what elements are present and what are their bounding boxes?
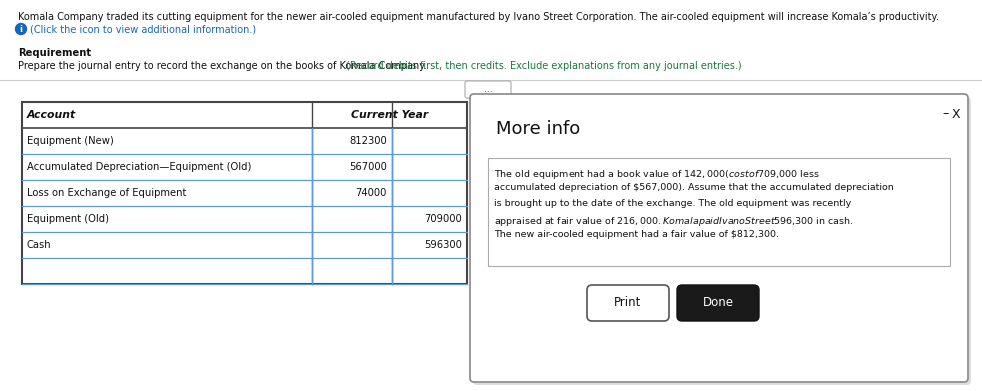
Text: is brought up to the date of the exchange. The old equipment was recently: is brought up to the date of the exchang… bbox=[494, 199, 851, 208]
Text: Prepare the journal entry to record the exchange on the books of Komala Company.: Prepare the journal entry to record the … bbox=[18, 61, 430, 71]
Text: accumulated depreciation of $567,000). Assume that the accumulated depreciation: accumulated depreciation of $567,000). A… bbox=[494, 183, 894, 192]
Text: 567000: 567000 bbox=[350, 162, 387, 172]
Text: appraised at fair value of $216,000. Komala paid Ivano Street $596,300 in cash.: appraised at fair value of $216,000. Kom… bbox=[494, 215, 853, 228]
FancyBboxPatch shape bbox=[587, 285, 669, 321]
FancyBboxPatch shape bbox=[473, 97, 971, 385]
Text: Account: Account bbox=[27, 110, 77, 120]
Text: Equipment (New): Equipment (New) bbox=[27, 136, 114, 146]
Text: 74000: 74000 bbox=[355, 188, 387, 198]
Bar bbox=[22, 102, 467, 284]
Text: More info: More info bbox=[496, 120, 580, 138]
Text: (Click the icon to view additional information.): (Click the icon to view additional infor… bbox=[30, 24, 256, 34]
Circle shape bbox=[16, 23, 27, 34]
Text: (Record debits first, then credits. Exclude explanations from any journal entrie: (Record debits first, then credits. Excl… bbox=[346, 61, 741, 71]
Text: Loss on Exchange of Equipment: Loss on Exchange of Equipment bbox=[27, 188, 187, 198]
Text: 709000: 709000 bbox=[424, 214, 462, 224]
Text: Print: Print bbox=[615, 296, 641, 310]
Text: Accumulated Depreciation—Equipment (Old): Accumulated Depreciation—Equipment (Old) bbox=[27, 162, 251, 172]
Text: Current Year: Current Year bbox=[351, 110, 428, 120]
Text: i: i bbox=[20, 25, 23, 34]
Text: Requirement: Requirement bbox=[18, 48, 91, 58]
Text: Equipment (Old): Equipment (Old) bbox=[27, 214, 109, 224]
FancyBboxPatch shape bbox=[470, 94, 968, 382]
Text: Done: Done bbox=[702, 296, 734, 310]
Text: The new air-cooled equipment had a fair value of $812,300.: The new air-cooled equipment had a fair … bbox=[494, 230, 779, 239]
Text: –: – bbox=[943, 108, 950, 120]
Text: 596300: 596300 bbox=[424, 240, 462, 250]
Text: Komala Company traded its cutting equipment for the newer air-cooled equipment m: Komala Company traded its cutting equipm… bbox=[18, 12, 939, 22]
Text: Cash: Cash bbox=[27, 240, 52, 250]
Bar bbox=[488, 158, 950, 266]
FancyBboxPatch shape bbox=[465, 81, 511, 98]
Text: The old equipment had a book value of $142,000 (cost of $709,000 less: The old equipment had a book value of $1… bbox=[494, 168, 820, 181]
Text: 812300: 812300 bbox=[350, 136, 387, 146]
FancyBboxPatch shape bbox=[677, 285, 759, 321]
Text: ...: ... bbox=[484, 85, 492, 94]
Text: X: X bbox=[952, 108, 960, 120]
